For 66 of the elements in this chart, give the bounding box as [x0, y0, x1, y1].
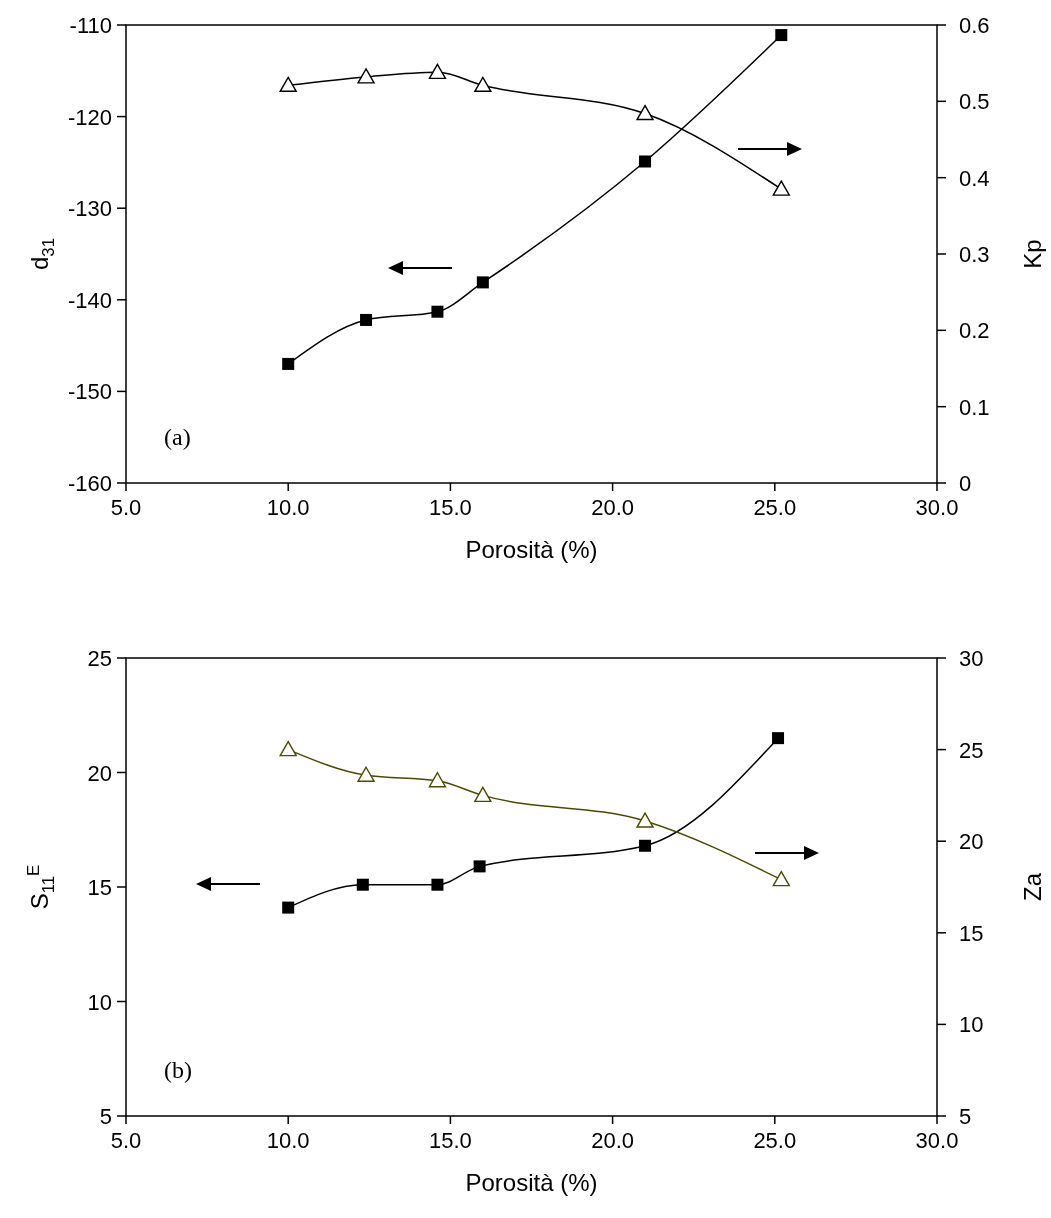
point: [428, 63, 447, 80]
x-tick-label: 25.0: [753, 495, 797, 520]
point: [357, 68, 375, 84]
x-tick-label: 30.0: [915, 495, 959, 520]
x-tick-label: 15.0: [428, 495, 472, 520]
x-tick-label: 15.0: [428, 1128, 472, 1153]
annotation: (b): [164, 1057, 192, 1083]
annotation: (a): [164, 424, 191, 450]
x-tick-label: 30.0: [915, 1128, 959, 1153]
x-tick-label: 20.0: [591, 1128, 635, 1153]
point: [474, 76, 492, 92]
y2-axis-title: Za: [1019, 872, 1046, 902]
y2-axis-title: Kp: [1019, 239, 1046, 269]
x-tick-label: 25.0: [753, 1128, 797, 1153]
y2-tick-label: 0.1: [959, 394, 990, 420]
y2-tick-label: 0: [959, 471, 972, 496]
point: [431, 305, 444, 318]
point: [279, 740, 297, 757]
point: [357, 766, 375, 782]
point: [639, 155, 652, 168]
x-axis-title: Porosità (%): [465, 1169, 598, 1196]
x-tick-label: 5.0: [110, 1128, 142, 1153]
x-tick-label: 5.0: [110, 495, 142, 520]
point: [636, 812, 654, 828]
point: [279, 76, 297, 92]
y-tick-label: 20: [87, 760, 112, 786]
y2-tick-label: 30: [959, 646, 984, 671]
point: [476, 276, 489, 289]
point: [473, 860, 486, 873]
y2-tick-label: 0.6: [959, 13, 990, 38]
y-tick-label: 15: [87, 875, 112, 900]
point: [282, 357, 295, 370]
point: [636, 104, 654, 121]
point: [356, 878, 369, 891]
y2-tick-label: 0.5: [959, 89, 990, 115]
y2-tick-label: 25: [959, 737, 984, 763]
y2-tick-label: 0.2: [959, 318, 990, 344]
y-tick-label: -150: [67, 379, 112, 405]
y-tick-label: -160: [67, 471, 112, 496]
y2-tick-label: 0.4: [959, 165, 990, 191]
x-tick-label: 20.0: [591, 495, 635, 520]
y2-tick-label: 20: [959, 829, 984, 855]
x-tick-label: 10.0: [266, 495, 310, 520]
point: [775, 29, 788, 42]
y-tick-label: 25: [87, 646, 112, 671]
point: [360, 313, 373, 326]
y-tick-label: 5: [99, 1104, 112, 1129]
point: [428, 772, 447, 788]
point: [639, 839, 652, 852]
y-tick-label: -110: [69, 13, 112, 38]
point: [772, 732, 785, 745]
point: [282, 901, 295, 914]
y2-tick-label: 5: [959, 1104, 972, 1129]
point: [474, 786, 492, 803]
y-tick-label: -120: [67, 104, 112, 130]
point: [772, 180, 790, 196]
y2-tick-label: 15: [959, 920, 984, 946]
y-tick-label: -130: [67, 196, 112, 222]
y2-tick-label: 0.3: [959, 242, 990, 267]
point: [772, 870, 790, 887]
point: [431, 878, 444, 891]
y-tick-label: -140: [67, 287, 112, 313]
y2-tick-label: 10: [959, 1012, 984, 1038]
y-tick-label: 10: [87, 989, 112, 1015]
x-axis-title: Porosità (%): [465, 536, 598, 563]
x-tick-label: 10.0: [266, 1128, 310, 1153]
